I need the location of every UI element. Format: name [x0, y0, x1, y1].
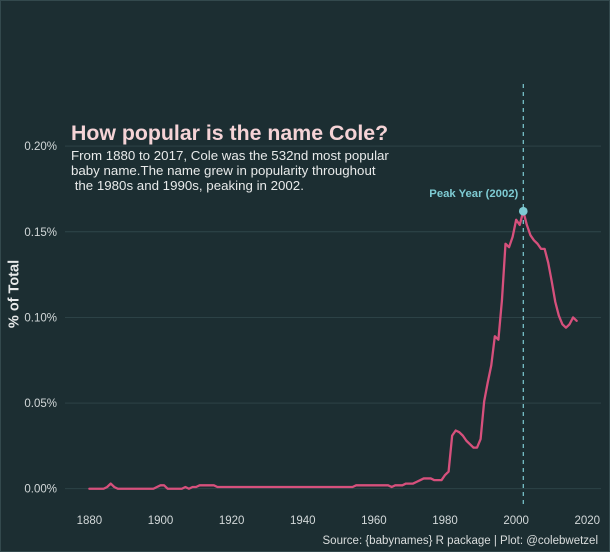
- x-tick-label: 1920: [219, 515, 245, 527]
- x-tick-label: 1940: [290, 515, 316, 527]
- x-tick-label: 1880: [77, 515, 103, 527]
- peak-label: Peak Year (2002): [429, 188, 518, 200]
- y-tick-label: 0.15%: [24, 227, 57, 239]
- x-tick-label: 2000: [503, 515, 529, 527]
- y-gridlines: [65, 145, 601, 490]
- chart-caption: Source: {babynames} R package | Plot: @c…: [323, 535, 598, 547]
- y-axis-tick-labels: 0.00% 0.05% 0.10% 0.15% 0.20%: [24, 141, 57, 496]
- x-tick-label: 1960: [361, 515, 387, 527]
- chart-subtitle-line-1: From 1880 to 2017, Cole was the 532nd mo…: [71, 148, 389, 163]
- chart-subtitle-line-2: baby name.The name grew in popularity th…: [71, 163, 376, 178]
- x-tick-label: 1900: [148, 515, 174, 527]
- x-axis-tick-labels: 1880 1900 1920 1940 1960 1980 2000 2020: [77, 515, 601, 527]
- y-tick-label: 0.10%: [24, 312, 57, 324]
- y-tick-label: 0.20%: [24, 141, 57, 153]
- y-axis-title: % of Total: [7, 260, 23, 328]
- y-tick-label: 0.05%: [24, 398, 57, 410]
- series-line: [88, 210, 578, 490]
- peak-point: [518, 206, 528, 216]
- chart-subtitle-line-3: the 1980s and 1990s, peaking in 2002.: [71, 178, 304, 193]
- chart-title: How popular is the name Cole?: [71, 121, 388, 145]
- x-tick-label: 2020: [575, 515, 601, 527]
- y-tick-label: 0.00%: [24, 484, 57, 496]
- x-tick-label: 1980: [432, 515, 458, 527]
